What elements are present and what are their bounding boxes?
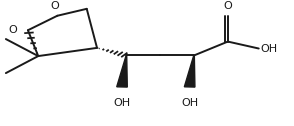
Text: OH: OH: [181, 98, 198, 108]
Text: O: O: [223, 1, 232, 11]
Text: O: O: [50, 1, 59, 11]
Text: OH: OH: [260, 44, 277, 54]
Text: O: O: [9, 25, 18, 35]
Text: OH: OH: [113, 98, 131, 108]
Polygon shape: [184, 55, 195, 87]
Polygon shape: [117, 55, 127, 87]
